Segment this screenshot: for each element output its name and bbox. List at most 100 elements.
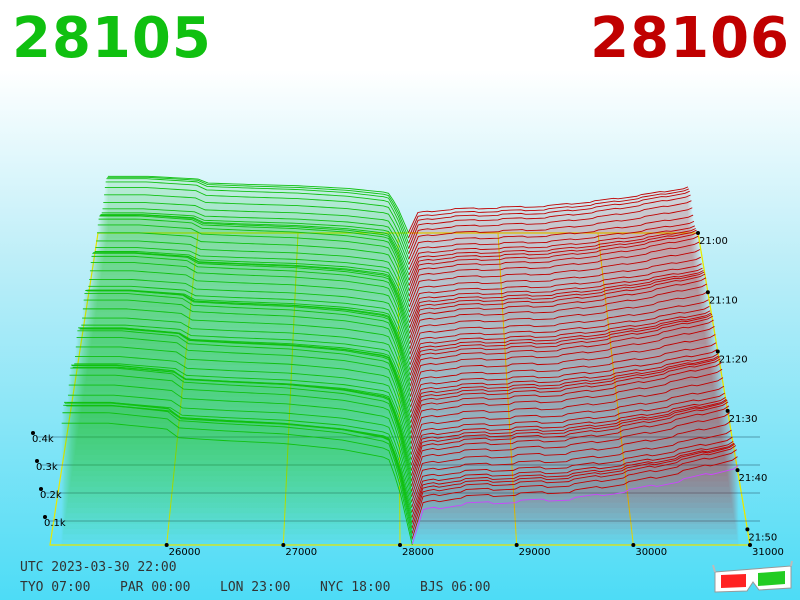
ask-depth-line [409,310,711,370]
ask-depth-line [411,443,736,523]
x-tick-dot [398,543,402,547]
ask-depth-line [408,188,690,238]
bid-price: 28105 [12,6,212,71]
bid-depth-line [62,412,413,540]
depth-tick-label: 0.1k [44,518,66,529]
ask-depth-line [409,263,702,318]
bid-depth-line [70,367,413,487]
bid-depth-line [83,299,411,398]
bid-depth-line [102,208,410,271]
ask-depth-line [410,355,719,423]
x-tick-label: 26000 [169,547,201,558]
bid-depth-line [77,330,412,440]
bid-depth-line [99,215,410,292]
chart-axes: 26000 27000 28000 29000 30000 31000 0.1k 0.2k 0.… [31,231,784,558]
bid-depth-line [88,285,411,366]
ask-depth-line [409,283,707,349]
x-tick-dot [164,543,169,547]
bid-depth-line [104,187,410,255]
ask-depth-line [409,249,701,307]
3d-glasses-icon[interactable] [712,560,794,596]
ask-depth-line [411,456,738,539]
time-tick-label: 21:20 [719,355,748,366]
bid-depth-line [98,218,410,297]
depth-tick-label: 0.4k [32,434,54,445]
ask-depth-line [408,190,690,244]
time-tick-label: 21:30 [729,414,758,425]
ask-depth-line [408,207,693,260]
bid-depth-line [76,337,412,445]
ask-depth-line [408,225,696,275]
ask-depth-line [410,368,723,444]
ask-depth-line [409,273,706,339]
zone-lon: LON 23:00 [220,580,291,595]
bid-depth-line [100,214,410,281]
ask-depth-line [409,306,710,365]
bid-depth-line [92,252,411,339]
zone-bjs: BJS 06:00 [420,580,491,595]
time-tick-dot [745,527,750,532]
bid-depth-line [100,214,410,287]
ask-depth-line [409,312,712,376]
ask-depth-line [410,362,722,439]
bid-depth-line [71,364,412,482]
bid-depth-line [97,224,410,302]
ask-depth-line [409,299,709,360]
depth-tick-label: 0.3k [36,462,58,473]
ask-depth-line [411,401,729,481]
time-tick-label: 21:00 [699,236,728,247]
ask-depth-line [410,377,724,449]
x-tick-dot [631,543,636,547]
bid-depth-line [93,252,411,334]
ask-depth-line [408,228,696,281]
ask-depth-line [411,436,733,508]
bid-depth-line [68,384,413,498]
bid-depth-line [84,293,411,392]
ask-depth-line [410,392,725,460]
ask-depth-line [408,220,695,270]
bid-depth-line [81,324,412,413]
ask-depth-line [411,420,731,497]
x-tick-dot [748,543,752,547]
bid-depth-line [75,346,412,450]
depth-tick-label: 0.2k [40,490,62,501]
ask-depth-line [410,334,716,402]
ask-depth-line [409,256,701,312]
time-tick-dot [715,349,720,354]
ask-depth-line [410,349,718,413]
ask-price: 28106 [590,6,790,71]
x-tick-dot [281,543,286,547]
utc-time: UTC 2023-03-30 22:00 [20,560,177,575]
ask-depth-line [409,315,713,386]
zone-tyo: TYO 07:00 [20,580,91,595]
x-tick-label: 27000 [285,547,317,558]
bid-depth-line [61,422,413,546]
ask-depth-line [409,271,705,333]
time-tick-dot [705,290,710,295]
bid-depth-line [64,401,413,530]
bid-depth-line [101,212,410,276]
x-tick-label: 30000 [635,547,667,558]
bid-depth-line [105,181,410,250]
ask-depth-line [408,235,699,296]
depth-tick-dot [43,515,47,519]
ask-depth-line [408,231,698,291]
zone-nyc: NYC 18:00 [320,580,391,595]
bid-depth-line [82,317,412,408]
ask-depth-line [409,313,713,381]
ask-depth-line [408,186,689,233]
ask-depth-line [409,277,707,344]
depth-tick-dot [39,487,43,491]
ask-depth-line [410,358,721,434]
ask-depth-line [411,445,737,529]
bid-depth-line [89,279,411,361]
bid-depth-line [75,356,412,456]
ask-depth-line [410,342,717,407]
depth-series [61,175,739,546]
bid-depth-line [95,247,410,318]
ask-depth-line [410,353,719,418]
bid-depth-line [63,404,413,535]
bid-depth-line [80,328,412,419]
ask-depth-line [408,214,694,265]
time-tick-dot [735,468,740,473]
